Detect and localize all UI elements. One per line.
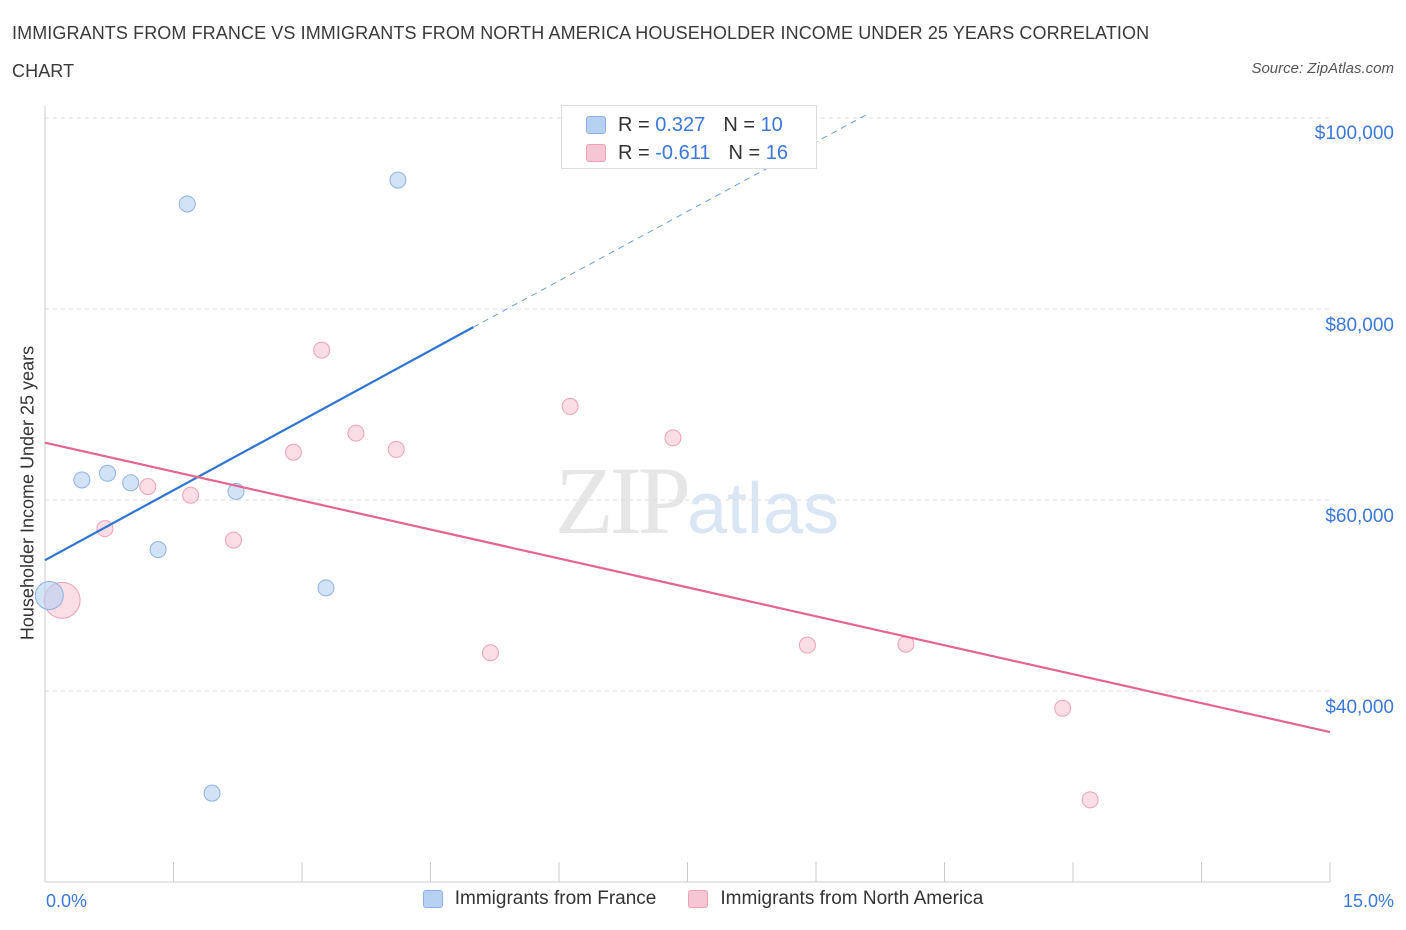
north-america-point <box>284 443 302 461</box>
legend-item-france: Immigrants from France <box>422 888 657 910</box>
north-america-point <box>798 636 816 654</box>
france-point <box>73 471 91 489</box>
na-r-label: R = <box>618 141 650 164</box>
france-point <box>389 171 407 189</box>
legend-item-north-america: Immigrants from North America <box>688 888 983 910</box>
france-n-label: N = <box>723 113 755 136</box>
north-america-point <box>182 486 200 504</box>
x-tick-label-min: 0.0% <box>46 891 88 911</box>
france-trend-line <box>44 326 474 562</box>
series-legend: Immigrants from France Immigrants from N… <box>0 888 1406 910</box>
france-point <box>122 474 140 492</box>
north-america-point <box>224 531 242 549</box>
correlation-legend: R = 0.327 N = 10 R = -0.611 N = 16 <box>561 105 817 169</box>
france-point <box>203 784 221 802</box>
france-swatch <box>586 116 606 134</box>
y-axis-label: Householder Income Under 25 years <box>17 345 38 641</box>
north-america-trend-line <box>44 441 1331 734</box>
na-n-value: 16 <box>765 141 788 164</box>
y-tick-label-40000: $40,000 <box>1325 697 1394 718</box>
france-point <box>178 195 196 213</box>
france-legend-label: Immigrants from France <box>454 888 657 909</box>
legend-row-france: R = 0.327 N = 10 <box>586 113 783 137</box>
north-america-swatch <box>586 144 606 162</box>
na-legend-swatch <box>688 890 709 908</box>
north-america-point <box>561 397 579 415</box>
france-trend-extension <box>473 113 868 328</box>
north-america-point <box>347 424 365 442</box>
france-point <box>149 541 167 559</box>
north-america-point <box>1054 699 1072 717</box>
north-america-point <box>481 644 499 662</box>
watermark-atlas: atlas <box>687 469 840 549</box>
north-america-point <box>387 440 405 458</box>
france-point <box>99 464 117 482</box>
france-r-value: 0.327 <box>655 113 706 136</box>
france-point <box>34 581 64 610</box>
france-legend-swatch <box>422 890 443 908</box>
y-tick-label-60000: $60,000 <box>1325 506 1394 527</box>
north-america-point <box>139 478 157 496</box>
y-tick-label-100000: $100,000 <box>1314 123 1394 144</box>
north-america-point <box>664 429 682 447</box>
chart-title: IMMIGRANTS FROM FRANCE VS IMMIGRANTS FRO… <box>12 23 1150 81</box>
x-tick-label-max: 15.0% <box>1342 891 1394 911</box>
na-n-label: N = <box>728 141 761 164</box>
france-r-label: R = <box>618 113 650 136</box>
na-r-value: -0.611 <box>655 141 711 164</box>
y-tick-label-80000: $80,000 <box>1325 315 1394 336</box>
france-point <box>317 579 335 597</box>
france-n-value: 10 <box>760 113 783 136</box>
legend-row-north-america: R = -0.611 N = 16 <box>586 141 788 165</box>
north-america-point <box>1081 791 1099 809</box>
na-legend-label: Immigrants from North America <box>720 888 984 909</box>
north-america-point <box>313 341 331 359</box>
source-credit: Source: ZipAtlas.com <box>1251 60 1394 77</box>
